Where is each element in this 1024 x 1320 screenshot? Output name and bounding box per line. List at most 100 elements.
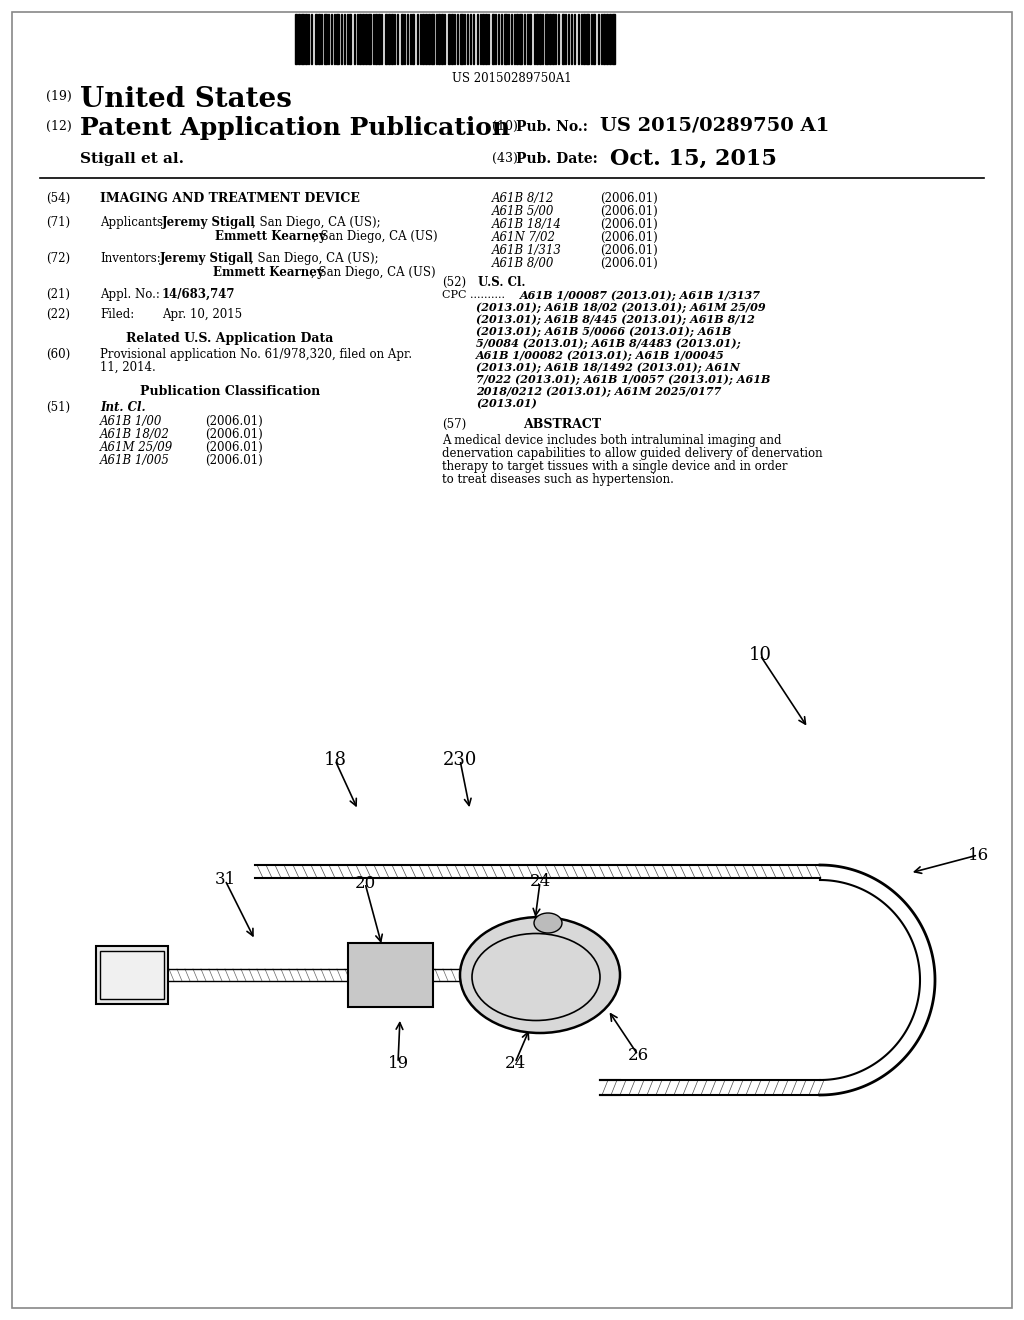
Ellipse shape	[534, 913, 562, 933]
Ellipse shape	[460, 917, 620, 1034]
Text: United States: United States	[80, 86, 292, 114]
Bar	[492, 15, 494, 63]
Bar	[348, 942, 433, 1007]
Text: (2006.01): (2006.01)	[600, 231, 657, 244]
Bar	[482, 15, 484, 63]
Text: (2006.01): (2006.01)	[205, 454, 263, 467]
Text: (2006.01): (2006.01)	[600, 218, 657, 231]
Text: Apr. 10, 2015: Apr. 10, 2015	[162, 308, 242, 321]
Bar	[375, 15, 377, 63]
Bar	[425, 15, 427, 63]
Bar	[449, 15, 450, 63]
Text: (60): (60)	[46, 348, 71, 360]
Text: 31: 31	[214, 871, 236, 888]
Text: Int. Cl.: Int. Cl.	[100, 401, 145, 414]
Bar	[385, 15, 387, 63]
Text: 26: 26	[628, 1047, 648, 1064]
Text: A61B 18/02: A61B 18/02	[100, 428, 170, 441]
Text: (72): (72)	[46, 252, 70, 265]
Text: (19): (19)	[46, 90, 72, 103]
Text: A61B 5/00: A61B 5/00	[492, 205, 554, 218]
Text: US 2015/0289750 A1: US 2015/0289750 A1	[600, 117, 829, 135]
Text: (12): (12)	[46, 120, 72, 133]
Text: (52): (52)	[442, 276, 466, 289]
Text: Jeremy Stigall: Jeremy Stigall	[160, 252, 254, 265]
Text: 7/022 (2013.01); A61B 1/0057 (2013.01); A61B: 7/022 (2013.01); A61B 1/0057 (2013.01); …	[476, 374, 770, 385]
Bar	[362, 15, 364, 63]
Bar	[431, 15, 434, 63]
Text: US 20150289750A1: US 20150289750A1	[453, 73, 571, 84]
Text: to treat diseases such as hypertension.: to treat diseases such as hypertension.	[442, 473, 674, 486]
Text: (43): (43)	[492, 152, 518, 165]
Text: Oct. 15, 2015: Oct. 15, 2015	[610, 148, 777, 170]
Text: A61B 8/12: A61B 8/12	[492, 191, 554, 205]
Text: (22): (22)	[46, 308, 70, 321]
Bar	[438, 15, 440, 63]
Bar	[441, 15, 443, 63]
Text: Publication Classification: Publication Classification	[140, 385, 321, 399]
Bar	[603, 15, 605, 63]
Bar	[401, 15, 403, 63]
Text: therapy to target tissues with a single device and in order: therapy to target tissues with a single …	[442, 459, 787, 473]
Bar	[305, 15, 307, 63]
Bar	[593, 15, 595, 63]
Bar	[295, 15, 297, 63]
Text: (10): (10)	[492, 120, 518, 133]
Bar	[391, 15, 393, 63]
Bar	[100, 950, 164, 999]
Text: Emmett Kearney: Emmett Kearney	[213, 267, 324, 279]
Bar	[349, 15, 351, 63]
Text: A61M 25/09: A61M 25/09	[100, 441, 173, 454]
Text: 10: 10	[749, 645, 771, 664]
Text: , San Diego, CA (US);: , San Diego, CA (US);	[250, 252, 379, 265]
Bar	[549, 15, 551, 63]
Text: (2006.01): (2006.01)	[600, 244, 657, 257]
Bar	[529, 15, 531, 63]
Bar	[586, 15, 589, 63]
Text: (2006.01): (2006.01)	[205, 428, 263, 441]
Text: ABSTRACT: ABSTRACT	[523, 418, 601, 432]
Text: 230: 230	[442, 751, 477, 770]
Bar	[298, 15, 300, 63]
Text: A61B 18/14: A61B 18/14	[492, 218, 562, 231]
Bar	[545, 15, 548, 63]
Text: (2013.01); A61B 18/02 (2013.01); A61M 25/09: (2013.01); A61B 18/02 (2013.01); A61M 25…	[476, 302, 766, 313]
Bar	[412, 15, 414, 63]
Text: A61B 1/005: A61B 1/005	[100, 454, 170, 467]
Text: (2006.01): (2006.01)	[205, 414, 263, 428]
Text: Stigall et al.: Stigall et al.	[80, 152, 184, 166]
Bar	[368, 15, 371, 63]
Bar	[612, 15, 615, 63]
Bar	[460, 15, 463, 63]
Text: 24: 24	[505, 1055, 525, 1072]
Text: 14/683,747: 14/683,747	[162, 288, 236, 301]
Text: (2006.01): (2006.01)	[600, 257, 657, 271]
Bar	[504, 15, 507, 63]
Bar	[336, 15, 339, 63]
Text: (2006.01): (2006.01)	[600, 205, 657, 218]
Text: Pub. Date:: Pub. Date:	[516, 152, 598, 166]
Bar	[606, 15, 608, 63]
Bar	[96, 946, 168, 1005]
Text: Jeremy Stigall: Jeremy Stigall	[162, 216, 256, 228]
Text: Pub. No.:: Pub. No.:	[516, 120, 588, 135]
Text: A61B 1/00: A61B 1/00	[100, 414, 163, 428]
Text: (2006.01): (2006.01)	[205, 441, 263, 454]
Text: (21): (21)	[46, 288, 70, 301]
Bar	[365, 15, 367, 63]
Text: , San Diego, CA (US);: , San Diego, CA (US);	[252, 216, 381, 228]
Bar	[451, 15, 453, 63]
Text: A medical device includes both intraluminal imaging and: A medical device includes both intralumi…	[442, 434, 781, 447]
Text: U.S. Cl.: U.S. Cl.	[478, 276, 525, 289]
Bar	[318, 15, 319, 63]
Text: 11, 2014.: 11, 2014.	[100, 360, 156, 374]
Bar	[552, 15, 554, 63]
Text: A61N 7/02: A61N 7/02	[492, 231, 556, 244]
Text: 19: 19	[387, 1055, 409, 1072]
Bar	[428, 15, 430, 63]
Bar	[301, 15, 304, 63]
Text: Emmett Kearney: Emmett Kearney	[215, 230, 326, 243]
Text: , San Diego, CA (US): , San Diego, CA (US)	[311, 267, 435, 279]
Bar	[516, 15, 518, 63]
Text: (71): (71)	[46, 216, 70, 228]
